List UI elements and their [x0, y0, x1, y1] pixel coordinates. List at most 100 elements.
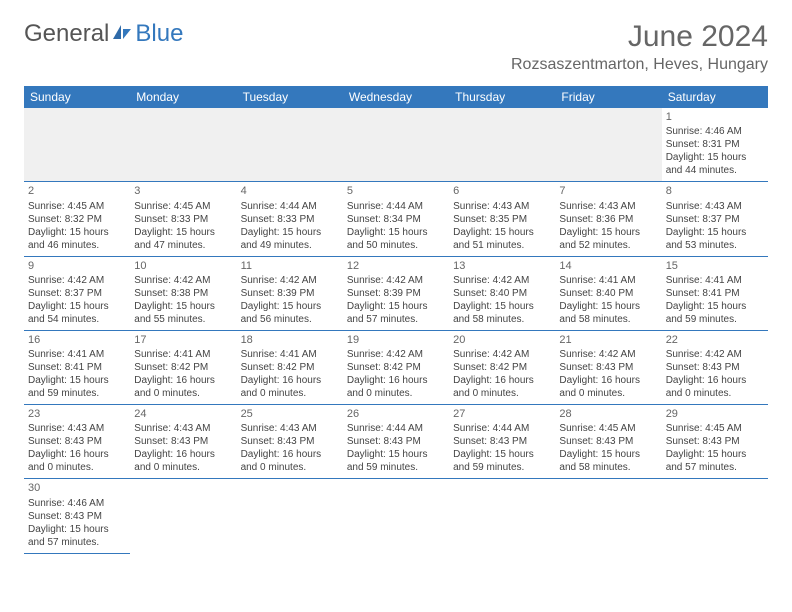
sunset-text: Sunset: 8:39 PM	[241, 287, 339, 300]
calendar-cell: 30 Sunrise: 4:46 AMSunset: 8:43 PMDayligh…	[24, 479, 130, 553]
day-number: 30	[28, 481, 126, 495]
sunrise-text: Sunrise: 4:46 AM	[28, 497, 126, 510]
day-number: 8	[666, 184, 764, 198]
day-number: 10	[134, 259, 232, 273]
sunrise-text: Sunrise: 4:43 AM	[134, 422, 232, 435]
sunset-text: Sunset: 8:42 PM	[453, 361, 551, 374]
calendar-cell	[343, 108, 449, 182]
daylight-text: Daylight: 15 hours and 50 minutes.	[347, 226, 445, 252]
header: General Blue June 2024 Rozsaszentmarton,…	[24, 20, 768, 74]
weekday-header: Saturday	[662, 86, 768, 108]
calendar-cell: 6Sunrise: 4:43 AMSunset: 8:35 PMDaylight…	[449, 182, 555, 256]
daylight-text: Daylight: 15 hours and 58 minutes.	[559, 448, 657, 474]
calendar-row: 1Sunrise: 4:46 AMSunset: 8:31 PMDaylight…	[24, 108, 768, 182]
calendar-row: 9Sunrise: 4:42 AMSunset: 8:37 PMDaylight…	[24, 256, 768, 330]
sunrise-text: Sunrise: 4:42 AM	[28, 274, 126, 287]
day-number: 13	[453, 259, 551, 273]
daylight-text: Daylight: 16 hours and 0 minutes.	[134, 448, 232, 474]
daylight-text: Daylight: 16 hours and 0 minutes.	[559, 374, 657, 400]
sunrise-text: Sunrise: 4:45 AM	[134, 200, 232, 213]
day-number: 22	[666, 333, 764, 347]
day-number: 24	[134, 407, 232, 421]
calendar-cell: 8Sunrise: 4:43 AMSunset: 8:37 PMDaylight…	[662, 182, 768, 256]
sunset-text: Sunset: 8:31 PM	[666, 138, 764, 151]
calendar-cell	[555, 479, 661, 553]
sunset-text: Sunset: 8:36 PM	[559, 213, 657, 226]
daylight-text: Daylight: 15 hours and 57 minutes.	[666, 448, 764, 474]
calendar-cell: 10Sunrise: 4:42 AMSunset: 8:38 PMDayligh…	[130, 256, 236, 330]
sunset-text: Sunset: 8:43 PM	[241, 435, 339, 448]
calendar-cell: 15Sunrise: 4:41 AMSunset: 8:41 PMDayligh…	[662, 256, 768, 330]
sunrise-text: Sunrise: 4:44 AM	[347, 200, 445, 213]
daylight-text: Daylight: 15 hours and 55 minutes.	[134, 300, 232, 326]
sunset-text: Sunset: 8:35 PM	[453, 213, 551, 226]
daylight-text: Daylight: 16 hours and 0 minutes.	[241, 374, 339, 400]
day-number: 25	[241, 407, 339, 421]
day-number: 9	[28, 259, 126, 273]
calendar-cell: 2Sunrise: 4:45 AMSunset: 8:32 PMDaylight…	[24, 182, 130, 256]
day-number: 14	[559, 259, 657, 273]
title-block: June 2024 Rozsaszentmarton, Heves, Hunga…	[511, 20, 768, 74]
sunrise-text: Sunrise: 4:43 AM	[241, 422, 339, 435]
sunset-text: Sunset: 8:42 PM	[134, 361, 232, 374]
daylight-text: Daylight: 15 hours and 54 minutes.	[28, 300, 126, 326]
day-number: 1	[666, 110, 764, 124]
calendar-cell	[555, 108, 661, 182]
day-number: 4	[241, 184, 339, 198]
calendar-cell: 7Sunrise: 4:43 AMSunset: 8:36 PMDaylight…	[555, 182, 661, 256]
day-number: 27	[453, 407, 551, 421]
sunset-text: Sunset: 8:43 PM	[666, 435, 764, 448]
sunset-text: Sunset: 8:43 PM	[28, 435, 126, 448]
sunrise-text: Sunrise: 4:44 AM	[241, 200, 339, 213]
calendar-cell: 27Sunrise: 4:44 AMSunset: 8:43 PMDayligh…	[449, 405, 555, 479]
daylight-text: Daylight: 15 hours and 44 minutes.	[666, 151, 764, 177]
day-number: 11	[241, 259, 339, 273]
calendar-cell: 1Sunrise: 4:46 AMSunset: 8:31 PMDaylight…	[662, 108, 768, 182]
logo-sail-icon	[111, 20, 133, 48]
daylight-text: Daylight: 15 hours and 57 minutes.	[28, 523, 126, 549]
daylight-text: Daylight: 16 hours and 0 minutes.	[453, 374, 551, 400]
calendar-row: 23Sunrise: 4:43 AMSunset: 8:43 PMDayligh…	[24, 405, 768, 479]
day-number: 6	[453, 184, 551, 198]
weekday-header: Wednesday	[343, 86, 449, 108]
sunrise-text: Sunrise: 4:42 AM	[241, 274, 339, 287]
location-text: Rozsaszentmarton, Heves, Hungary	[511, 56, 768, 74]
weekday-header: Sunday	[24, 86, 130, 108]
sunrise-text: Sunrise: 4:41 AM	[241, 348, 339, 361]
calendar-cell: 4Sunrise: 4:44 AMSunset: 8:33 PMDaylight…	[237, 182, 343, 256]
daylight-text: Daylight: 15 hours and 58 minutes.	[559, 300, 657, 326]
calendar-cell	[130, 479, 236, 553]
sunset-text: Sunset: 8:39 PM	[347, 287, 445, 300]
calendar-cell: 9Sunrise: 4:42 AMSunset: 8:37 PMDaylight…	[24, 256, 130, 330]
sunset-text: Sunset: 8:43 PM	[134, 435, 232, 448]
daylight-text: Daylight: 16 hours and 0 minutes.	[241, 448, 339, 474]
day-number: 3	[134, 184, 232, 198]
sunset-text: Sunset: 8:43 PM	[559, 435, 657, 448]
calendar-cell: 11Sunrise: 4:42 AMSunset: 8:39 PMDayligh…	[237, 256, 343, 330]
calendar-cell: 25Sunrise: 4:43 AMSunset: 8:43 PMDayligh…	[237, 405, 343, 479]
sunrise-text: Sunrise: 4:41 AM	[666, 274, 764, 287]
sunrise-text: Sunrise: 4:41 AM	[28, 348, 126, 361]
day-number: 2	[28, 184, 126, 198]
calendar-cell	[449, 108, 555, 182]
sunset-text: Sunset: 8:43 PM	[28, 510, 126, 523]
calendar-cell: 28Sunrise: 4:45 AMSunset: 8:43 PMDayligh…	[555, 405, 661, 479]
daylight-text: Daylight: 16 hours and 0 minutes.	[134, 374, 232, 400]
daylight-text: Daylight: 15 hours and 49 minutes.	[241, 226, 339, 252]
calendar-cell	[449, 479, 555, 553]
sunrise-text: Sunrise: 4:42 AM	[453, 274, 551, 287]
calendar-cell: 16Sunrise: 4:41 AMSunset: 8:41 PMDayligh…	[24, 330, 130, 404]
sunrise-text: Sunrise: 4:44 AM	[453, 422, 551, 435]
daylight-text: Daylight: 16 hours and 0 minutes.	[347, 374, 445, 400]
sunrise-text: Sunrise: 4:43 AM	[453, 200, 551, 213]
day-number: 17	[134, 333, 232, 347]
calendar-cell	[662, 479, 768, 553]
calendar-cell	[237, 479, 343, 553]
calendar-cell: 5Sunrise: 4:44 AMSunset: 8:34 PMDaylight…	[343, 182, 449, 256]
calendar-cell: 26Sunrise: 4:44 AMSunset: 8:43 PMDayligh…	[343, 405, 449, 479]
day-number: 15	[666, 259, 764, 273]
daylight-text: Daylight: 16 hours and 0 minutes.	[666, 374, 764, 400]
sunrise-text: Sunrise: 4:43 AM	[666, 200, 764, 213]
calendar-row: 30 Sunrise: 4:46 AMSunset: 8:43 PMDayligh…	[24, 479, 768, 553]
sunrise-text: Sunrise: 4:46 AM	[666, 125, 764, 138]
